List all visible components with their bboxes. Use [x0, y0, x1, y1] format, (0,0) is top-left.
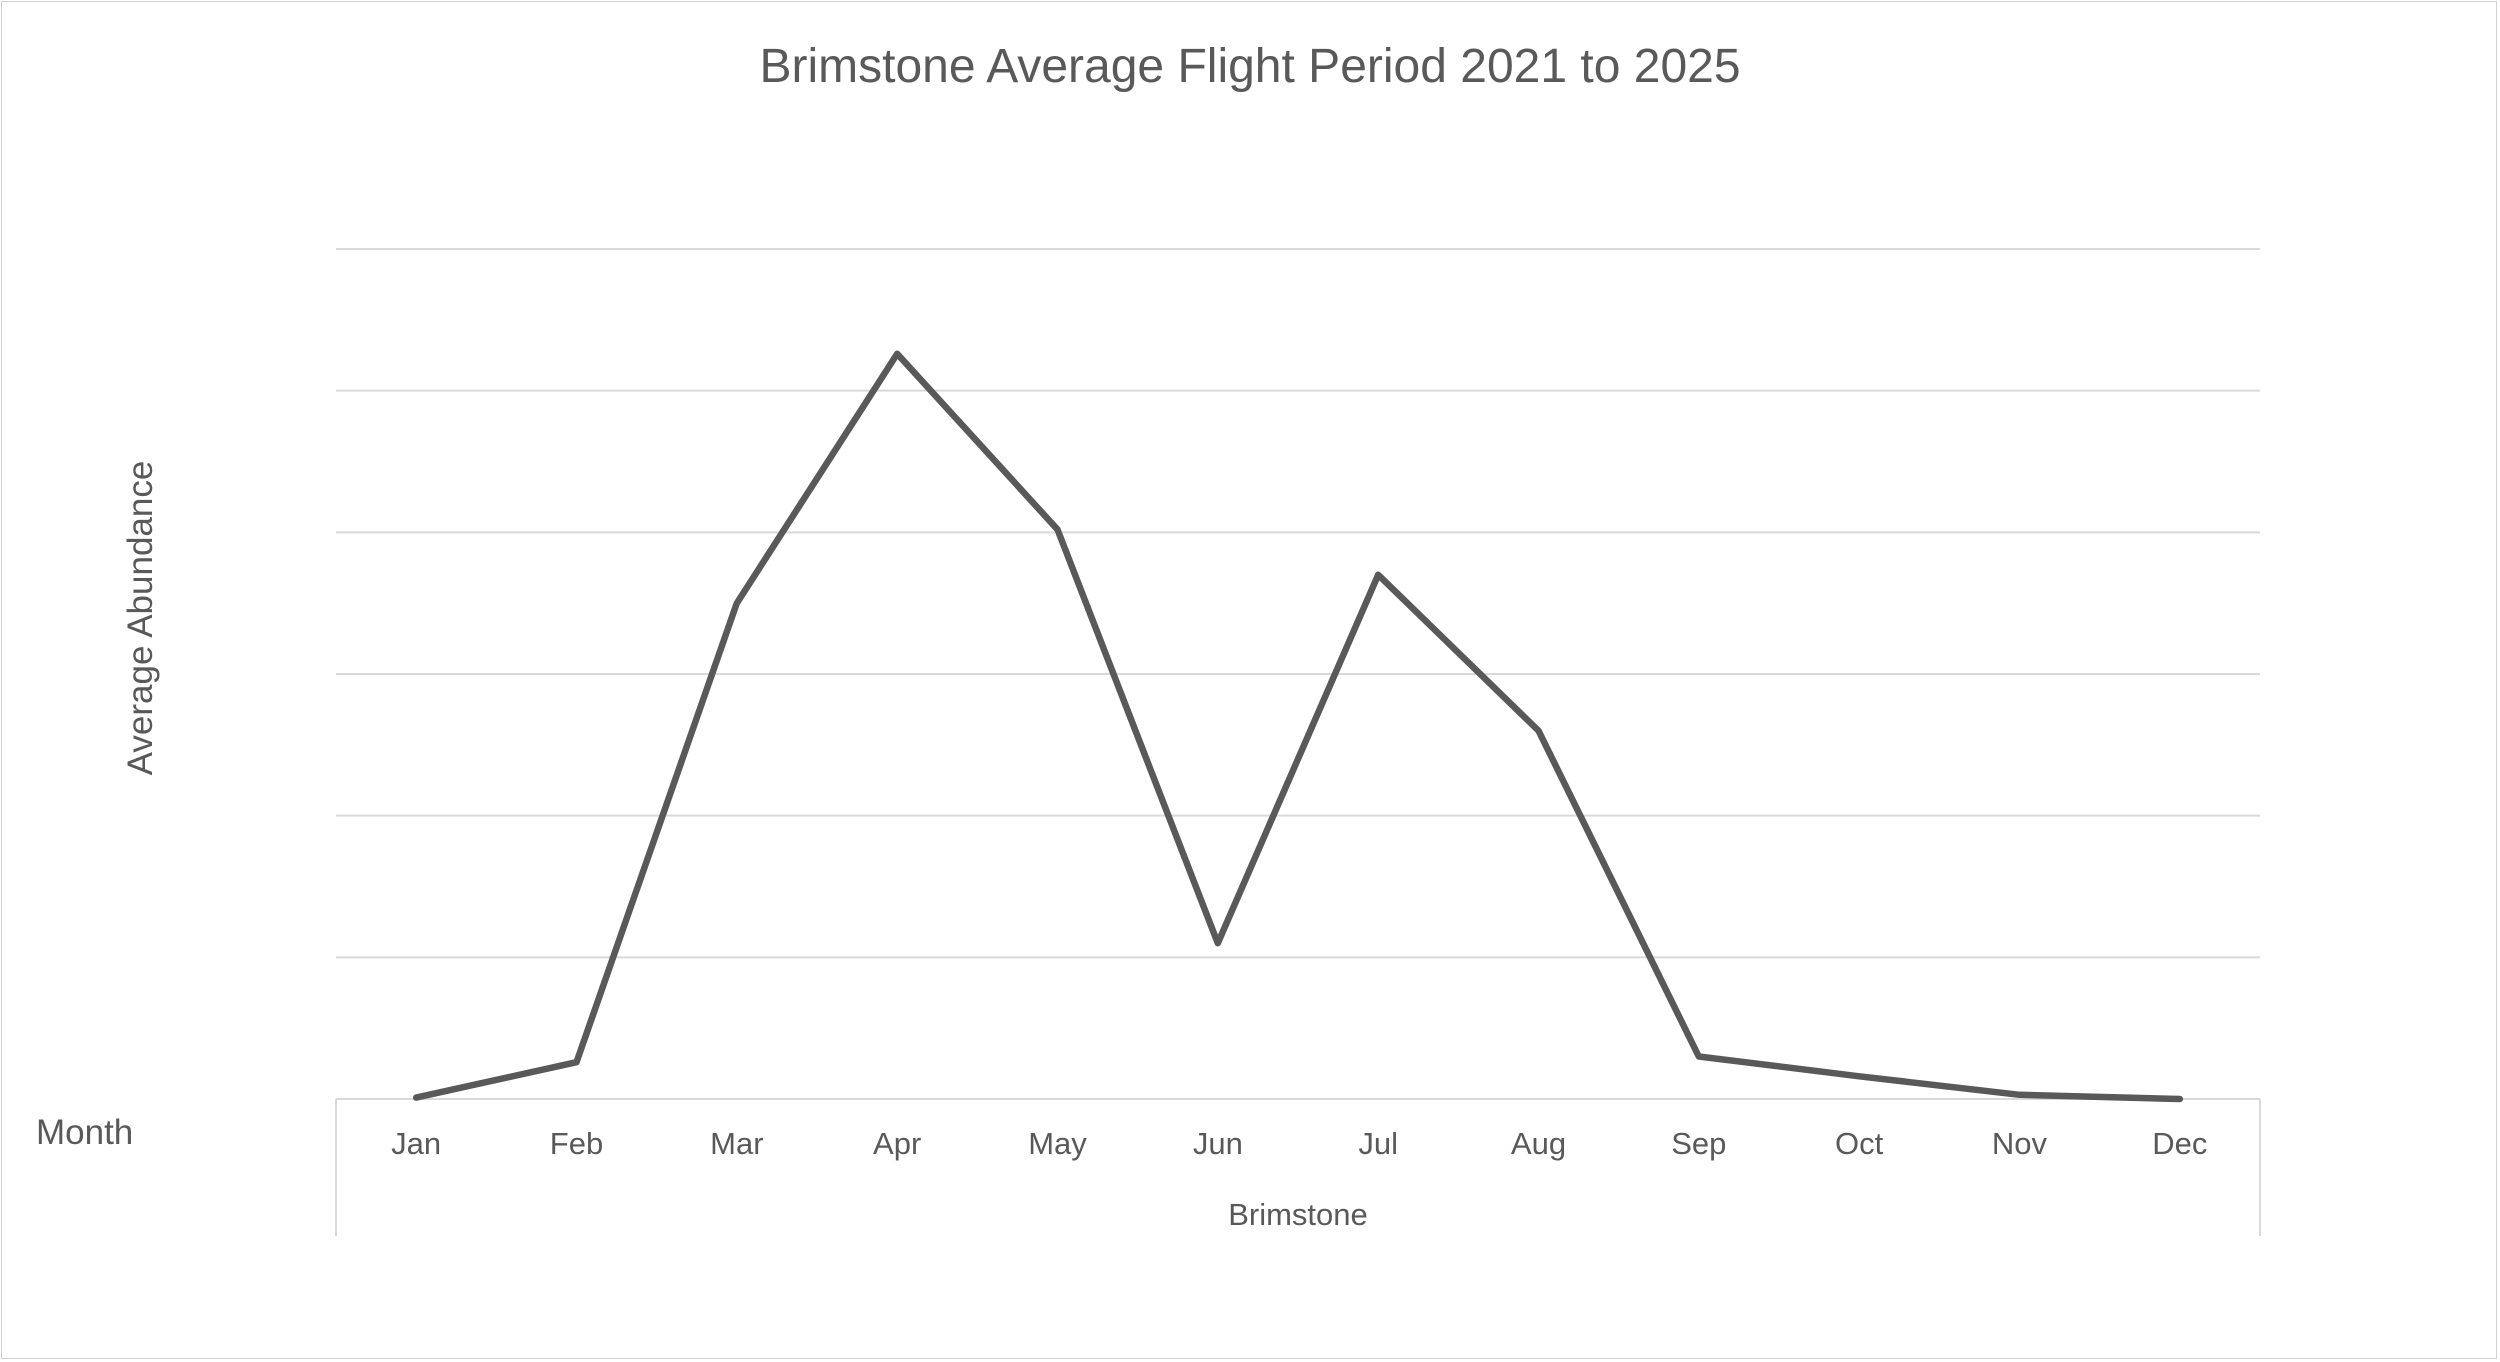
x-tick-label: Apr: [873, 1126, 921, 1161]
x-field-label: Month: [36, 1113, 133, 1152]
x-tick-label: Nov: [1992, 1126, 2048, 1161]
series-line: [412, 350, 2184, 1103]
chart-title: Brimstone Average Flight Period 2021 to …: [759, 40, 1740, 93]
x-tick-label: Dec: [2152, 1126, 2207, 1161]
x-tick-label: Feb: [550, 1126, 603, 1161]
x-tick-label: Jun: [1193, 1126, 1243, 1161]
x-tick-label: Oct: [1835, 1126, 1884, 1161]
x-tick-label: May: [1028, 1126, 1087, 1161]
x-axis-group-label: Brimstone: [1228, 1197, 1368, 1232]
x-tick-label: Jul: [1358, 1126, 1398, 1161]
gridlines: [336, 248, 2260, 959]
y-axis-title: Average Abundance: [121, 461, 160, 776]
series-group: [412, 350, 2184, 1103]
x-axis: [335, 1098, 2261, 1236]
x-tick-labels: Jan Feb Mar Apr May Jun Jul Aug Sep Oct Nov Dec: [391, 1126, 2207, 1161]
x-tick-label: Mar: [710, 1126, 763, 1161]
x-tick-label: Aug: [1511, 1126, 1566, 1161]
x-tick-label: Jan: [391, 1126, 441, 1161]
x-tick-label: Sep: [1671, 1126, 1726, 1161]
